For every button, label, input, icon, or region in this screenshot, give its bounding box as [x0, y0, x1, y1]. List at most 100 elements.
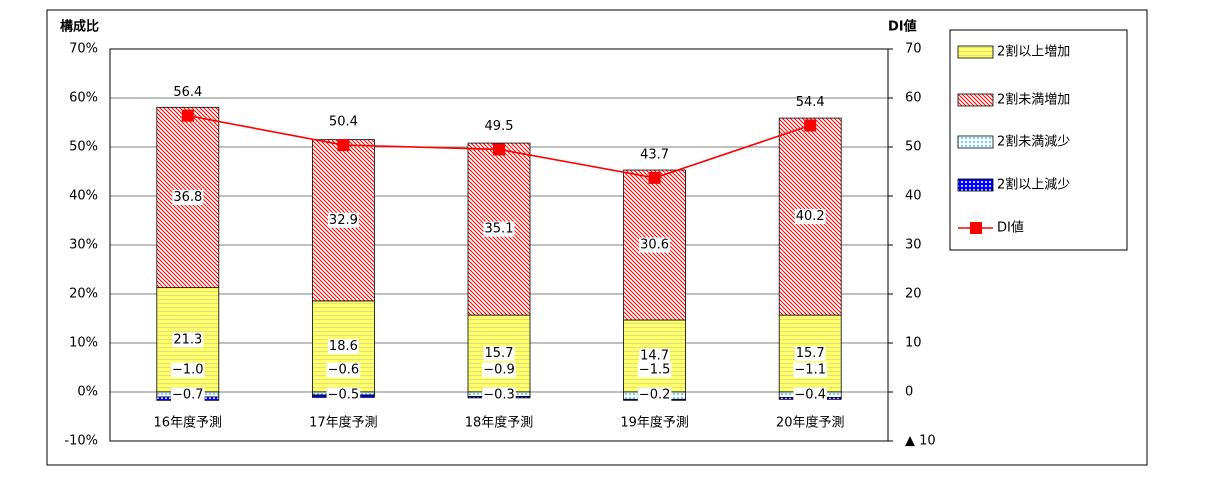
y2-tick-label: 70: [905, 42, 922, 57]
x-tick-label: 16年度予測: [154, 415, 223, 431]
data-label-bg: [483, 221, 515, 237]
line-marker: [648, 171, 661, 184]
data-label: 15.7: [485, 346, 514, 361]
data-label: 56.4: [173, 85, 202, 100]
data-label-bg: [172, 332, 204, 348]
legend-swatch: [957, 135, 994, 149]
y-tick-label: 50%: [69, 140, 98, 155]
data-label-bg: [793, 387, 827, 403]
data-label-bg: [172, 189, 204, 205]
data-label: −0.7: [172, 388, 204, 403]
y2-tick-label: 0: [905, 385, 913, 400]
data-label-group: 32.9: [327, 212, 359, 228]
data-label-group: 40.2: [794, 209, 826, 225]
data-label: 36.8: [173, 190, 202, 205]
data-label: −0.4: [794, 388, 826, 403]
legend-swatch: [957, 178, 994, 192]
data-label: 50.4: [329, 115, 358, 130]
data-label-bg: [326, 362, 361, 378]
data-label: 30.6: [640, 238, 669, 253]
data-label: −1.5: [639, 363, 671, 378]
y2-tick-label: 40: [905, 189, 922, 204]
plot-border: [109, 48, 889, 442]
data-label-group: 18.6: [327, 338, 359, 354]
data-label: 54.4: [796, 95, 825, 110]
x-tick-label: 20年度予測: [776, 415, 845, 431]
data-label-group: 36.8: [172, 189, 204, 205]
data-label-group: −1.5: [637, 362, 672, 378]
line-marker: [337, 139, 350, 152]
legend-label: 2割未満減少: [997, 134, 1070, 150]
data-label: −0.5: [328, 388, 360, 403]
data-label-bg: [639, 348, 671, 364]
legend-label: DI値: [997, 220, 1024, 236]
data-label-bg: [171, 362, 205, 378]
data-label-bg: [794, 209, 826, 225]
y-tick-label: 60%: [69, 91, 98, 106]
data-label: −0.2: [639, 388, 671, 403]
y-tick-label: -10%: [64, 434, 98, 449]
y2-tick-label: 20: [905, 287, 922, 302]
data-label-group: −0.6: [326, 362, 361, 378]
legend-label: 2割以上増加: [997, 44, 1070, 60]
y2-axis-title: DI値: [888, 19, 917, 35]
data-label-bg: [483, 346, 515, 362]
x-tick-label: 18年度予測: [465, 415, 534, 431]
y-tick-label: 20%: [69, 287, 98, 302]
legend-label: 2割未満増加: [997, 92, 1070, 108]
y-tick-label: 0%: [77, 385, 98, 400]
data-label-bg: [171, 387, 205, 403]
data-label-bg: [794, 346, 826, 362]
data-label-bg: [639, 237, 671, 253]
data-label: 43.7: [640, 147, 669, 162]
data-label-bg: [482, 387, 516, 403]
data-label: 15.7: [796, 346, 825, 361]
data-label-group: −0.5: [326, 387, 361, 403]
bar-segment: [467, 142, 531, 316]
data-label: 40.2: [796, 209, 825, 224]
y2-tick-label: 10: [905, 336, 922, 351]
data-label: −0.3: [483, 388, 515, 403]
y2-tick-label: ▲ 10: [905, 434, 936, 449]
data-label: −0.9: [483, 363, 515, 378]
y-axis-title: 構成比: [60, 19, 99, 35]
data-label: −0.6: [328, 363, 360, 378]
data-label-group: 30.6: [639, 237, 671, 253]
legend-swatch: [957, 45, 994, 59]
data-label: 18.6: [329, 339, 358, 354]
data-label-group: −0.2: [637, 387, 672, 403]
line-marker: [181, 109, 194, 122]
y-tick-label: 30%: [69, 238, 98, 253]
y-tick-label: 10%: [69, 336, 98, 351]
y2-tick-label: 30: [905, 238, 922, 253]
y-tick-label: 70%: [69, 42, 98, 57]
data-label-bg: [793, 362, 827, 378]
legend-label: 2割以上減少: [997, 177, 1070, 193]
data-label-bg: [482, 362, 516, 378]
data-label-group: −0.4: [793, 387, 827, 403]
data-label-bg: [637, 387, 672, 403]
data-label-group: −0.7: [171, 387, 205, 403]
data-label-group: −1.0: [171, 362, 205, 378]
data-label-group: −0.9: [482, 362, 516, 378]
data-label-bg: [326, 387, 361, 403]
x-tick-label: 17年度予測: [309, 415, 378, 431]
data-label: 21.3: [173, 332, 202, 347]
data-label-group: 15.7: [483, 346, 515, 362]
data-label: 14.7: [640, 348, 669, 363]
data-label: 32.9: [329, 213, 358, 228]
line-marker: [493, 143, 505, 156]
data-label-group: 21.3: [172, 332, 204, 348]
line-marker: [804, 119, 817, 132]
data-label-group: 35.1: [483, 221, 515, 237]
legend-marker: [970, 222, 982, 234]
data-label-group: 15.7: [794, 346, 826, 362]
data-label-group: −1.1: [793, 362, 827, 378]
data-label: 35.1: [485, 222, 514, 237]
data-label: 49.5: [485, 119, 514, 134]
data-label-bg: [327, 212, 359, 228]
data-label: −1.0: [172, 363, 204, 378]
data-label-bg: [637, 362, 672, 378]
data-label-group: −0.3: [482, 387, 516, 403]
